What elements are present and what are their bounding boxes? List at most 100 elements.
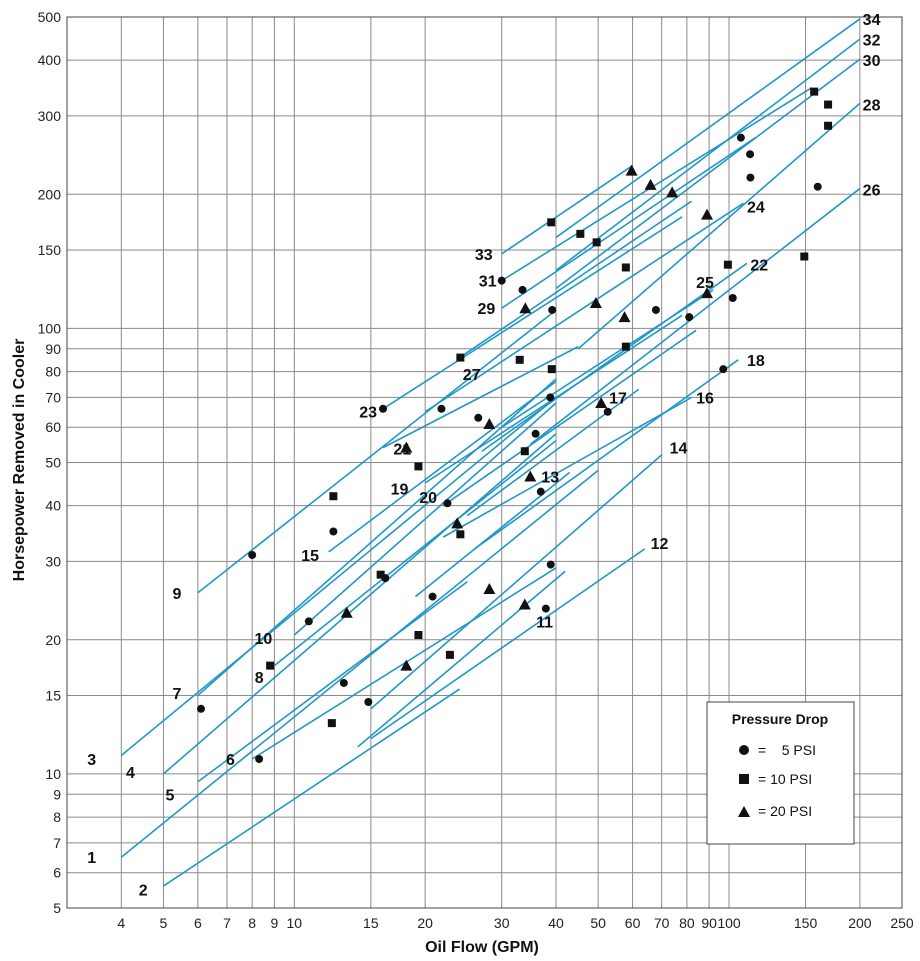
curve-line-23 — [382, 216, 683, 410]
curve-label-24: 24 — [747, 199, 765, 216]
circle-marker — [329, 527, 338, 536]
square-marker — [456, 530, 465, 539]
square-marker — [515, 355, 524, 364]
curve-line-18 — [474, 359, 739, 550]
y-tick-label: 30 — [45, 553, 61, 569]
curve-label-30: 30 — [863, 53, 881, 70]
y-tick-label: 6 — [53, 865, 61, 881]
y-tick-label: 40 — [45, 498, 61, 514]
circle-marker — [541, 604, 550, 613]
circle-marker — [196, 704, 205, 713]
square-marker — [445, 650, 454, 659]
curve-label-25: 25 — [696, 275, 714, 292]
curve-line-15 — [328, 380, 557, 553]
curve-label-9: 9 — [173, 586, 182, 603]
y-tick-labels: 5 6 7 8 9 10 15 20 30 40 50 60 70 80 90 100 150 200 300 400… — [38, 9, 62, 916]
y-tick-label: 9 — [53, 786, 61, 802]
circle-marker — [736, 133, 745, 142]
curve-label-13: 13 — [541, 470, 559, 487]
x-tick-label: 8 — [248, 915, 256, 931]
circle-marker — [719, 365, 728, 374]
y-tick-label: 5 — [53, 900, 61, 916]
legend-title: Pressure Drop — [732, 711, 828, 727]
x-tick-label: 200 — [848, 915, 872, 931]
x-tick-label: 60 — [625, 915, 641, 931]
y-tick-label: 400 — [38, 52, 62, 68]
square-marker — [547, 218, 556, 227]
curve-line-5 — [197, 581, 468, 783]
triangle-marker — [701, 208, 714, 220]
curve-line-12 — [370, 548, 646, 740]
legend-circle-icon — [739, 745, 749, 755]
curve-label-12: 12 — [651, 536, 669, 553]
curve-line-16 — [442, 396, 692, 538]
curve-line-34 — [555, 18, 861, 239]
curve-line-32 — [555, 38, 861, 271]
triangle-marker — [340, 606, 353, 618]
circle-marker — [379, 404, 388, 413]
circle-marker — [728, 294, 737, 303]
circle-marker — [546, 560, 555, 569]
curve-label-19: 19 — [391, 482, 409, 499]
curve-line-2 — [162, 688, 461, 887]
y-tick-label: 10 — [45, 766, 61, 782]
triangle-marker — [589, 297, 602, 309]
legend-entry-20psi: = 20 PSI — [758, 803, 812, 819]
curve-line-6 — [251, 567, 557, 760]
circle-marker — [548, 305, 557, 314]
curve-label-20: 20 — [419, 490, 437, 507]
circle-marker — [497, 276, 506, 285]
square-marker — [592, 238, 601, 247]
curve-line-33 — [501, 164, 634, 255]
curve-line-31 — [501, 86, 813, 282]
circle-marker — [339, 678, 348, 687]
curve-line-24 — [424, 202, 744, 413]
triangle-marker — [644, 178, 657, 190]
legend-entry-10psi: = 10 PSI — [758, 771, 812, 787]
curve-label-28: 28 — [863, 98, 881, 115]
square-marker — [723, 260, 732, 269]
triangle-marker — [483, 583, 496, 595]
curve-label-33: 33 — [475, 247, 493, 264]
square-marker — [824, 100, 833, 109]
y-tick-label: 7 — [53, 835, 61, 851]
circle-marker — [428, 592, 437, 601]
square-marker — [327, 719, 336, 728]
performance-curves — [120, 18, 861, 887]
legend-entry-5psi: = 5 PSI — [758, 742, 816, 758]
triangle-marker — [524, 470, 537, 482]
circle-marker — [364, 698, 373, 707]
circle-marker — [685, 313, 694, 322]
square-marker — [329, 492, 338, 501]
curve-label-7: 7 — [173, 686, 182, 703]
x-tick-label: 80 — [679, 915, 695, 931]
circle-marker — [437, 404, 446, 413]
triangle-marker — [595, 397, 608, 409]
square-marker — [456, 353, 465, 362]
curve-line-8 — [273, 439, 557, 667]
y-tick-label: 15 — [45, 687, 61, 703]
x-tick-label: 30 — [494, 915, 510, 931]
x-tick-label: 20 — [417, 915, 433, 931]
circle-marker — [746, 173, 755, 182]
data-markers — [196, 87, 833, 764]
curve-label-27: 27 — [463, 367, 481, 384]
curve-label-29: 29 — [478, 301, 496, 318]
curve-label-2: 2 — [139, 883, 148, 900]
x-tick-label: 15 — [363, 915, 379, 931]
y-tick-label: 500 — [38, 9, 62, 25]
curve-label-8: 8 — [255, 670, 264, 687]
x-tick-label: 6 — [194, 915, 202, 931]
y-tick-label: 100 — [38, 320, 62, 336]
curve-label-10: 10 — [255, 631, 273, 648]
curve-label-11: 11 — [536, 614, 553, 631]
x-tick-label: 70 — [654, 915, 670, 931]
y-tick-label: 200 — [38, 186, 62, 202]
circle-marker — [651, 305, 660, 314]
x-tick-label: 250 — [890, 915, 914, 931]
circle-marker — [603, 407, 612, 416]
legend-box — [706, 701, 855, 845]
x-tick-label: 10 — [287, 915, 303, 931]
square-marker — [800, 252, 809, 261]
